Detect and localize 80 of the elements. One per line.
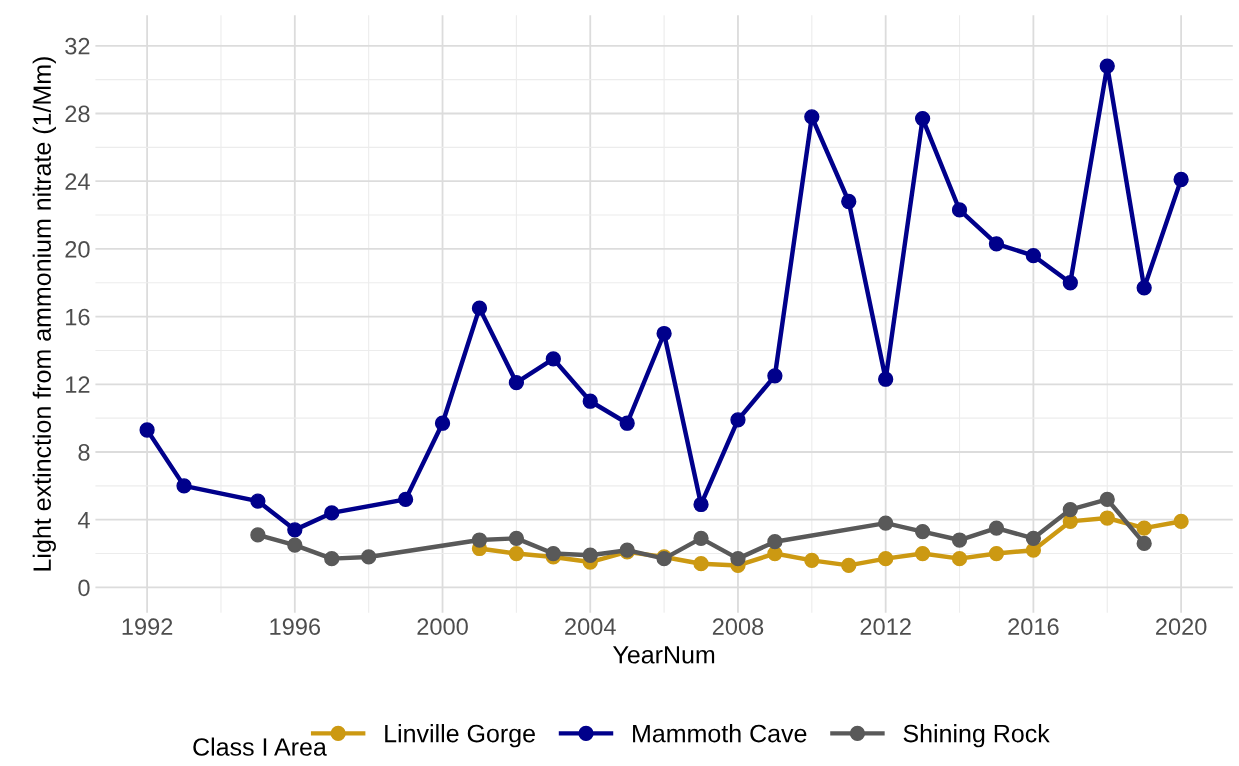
point — [1025, 248, 1042, 264]
point — [287, 522, 303, 538]
point — [1173, 513, 1189, 530]
point — [767, 368, 783, 384]
point — [471, 532, 488, 548]
point — [361, 549, 377, 565]
point — [693, 530, 709, 546]
y-tick-label: 0 — [78, 579, 90, 597]
point — [1062, 501, 1078, 518]
point — [693, 496, 709, 513]
point — [1136, 520, 1152, 536]
point — [508, 530, 525, 546]
point — [951, 532, 968, 548]
point — [508, 545, 525, 562]
x-axis-title: YearNum — [613, 646, 715, 664]
point — [988, 545, 1005, 562]
x-tick-label: 2004 — [565, 618, 616, 635]
y-tick-label: 16 — [66, 308, 90, 326]
point — [1025, 530, 1042, 546]
point — [988, 520, 1005, 536]
point — [582, 393, 598, 409]
x-tick-label: 1996 — [270, 618, 321, 635]
point — [951, 202, 968, 218]
y-tick-label: 8 — [78, 444, 90, 461]
point — [1173, 171, 1189, 188]
point — [914, 545, 931, 562]
y-tick-label: 4 — [77, 512, 90, 529]
point — [619, 415, 635, 431]
point — [176, 478, 192, 494]
x-tick-label: 2000 — [417, 618, 468, 635]
point — [841, 193, 857, 210]
point — [878, 550, 894, 567]
x-tick-label: 2012 — [860, 618, 911, 635]
point — [656, 325, 672, 342]
point — [730, 412, 746, 428]
point — [582, 547, 598, 563]
y-tick-label: 32 — [65, 37, 90, 55]
x-tick-label: 1992 — [122, 618, 173, 635]
point — [693, 556, 709, 572]
y-axis-title: Light extinction from ammonium nitrate (1/Mm) — [32, 57, 56, 571]
point — [1062, 275, 1078, 291]
y-tick-label: 12 — [66, 376, 90, 393]
point — [914, 110, 931, 127]
point — [545, 545, 561, 562]
legend-title: Class I Area — [193, 737, 327, 756]
legend-label: Shining Rock — [903, 724, 1050, 748]
point — [471, 300, 488, 316]
legend-label: Linville Gorge — [385, 724, 535, 748]
point — [545, 351, 561, 367]
y-tick-label: 28 — [65, 105, 90, 123]
point — [878, 371, 894, 387]
point — [878, 515, 894, 531]
x-tick-label: 2008 — [712, 618, 764, 635]
point — [139, 422, 155, 438]
point — [324, 550, 340, 567]
point — [914, 523, 931, 540]
point — [1099, 491, 1115, 508]
y-tick-label: 24 — [65, 173, 90, 190]
point — [951, 550, 968, 567]
point — [767, 534, 783, 550]
point — [324, 505, 340, 521]
point — [988, 236, 1005, 252]
point — [1099, 510, 1115, 526]
legend-label: Mammoth Cave — [633, 724, 807, 743]
point — [1099, 58, 1115, 74]
point — [804, 109, 820, 125]
point — [1136, 535, 1152, 552]
point — [841, 557, 857, 574]
point — [397, 491, 414, 508]
point — [730, 550, 746, 567]
point — [287, 537, 303, 553]
point — [508, 374, 525, 391]
point — [434, 415, 451, 431]
x-tick-label: 2020 — [1156, 618, 1207, 635]
x-tick-label: 2016 — [1008, 618, 1059, 635]
y-tick-label: 20 — [65, 240, 90, 258]
point — [1136, 280, 1152, 296]
point — [250, 493, 266, 509]
point — [804, 552, 820, 568]
point — [250, 527, 266, 543]
